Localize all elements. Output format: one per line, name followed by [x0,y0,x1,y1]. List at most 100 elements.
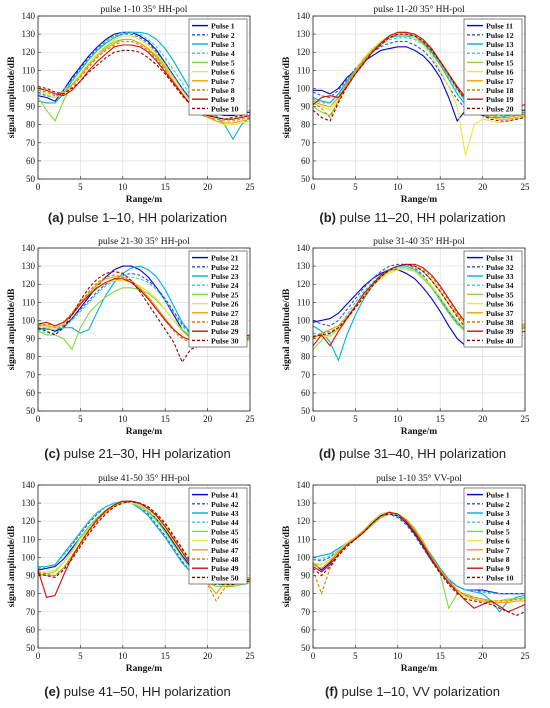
legend-label: Pulse 11 [486,22,513,31]
caption-letter: (b) [319,210,336,225]
y-tick-label: 100 [297,315,311,325]
y-tick-label: 50 [301,643,311,653]
caption-text: pulse 31–40, HH polarization [335,446,507,461]
y-tick-label: 100 [22,83,36,93]
x-axis-label: Range/m [126,427,163,437]
y-tick-label: 80 [301,352,311,362]
legend-label: Pulse 26 [211,300,239,309]
y-tick-label: 70 [26,138,36,148]
y-tick-label: 90 [26,334,36,344]
x-tick-label: 5 [353,414,358,424]
chart-title: pulse 1-10 35° HH-pol [101,4,188,15]
x-tick-label: 5 [78,414,83,424]
legend-label: Pulse 45 [211,527,239,536]
y-tick-label: 90 [301,571,311,581]
plot-frame [312,15,526,180]
legend-label: Pulse 4 [211,49,235,58]
legend-label: Pulse 9 [211,95,235,104]
y-tick-label: 110 [22,534,36,544]
x-tick-label: 15 [161,414,171,424]
chart-title: pulse 1-10 35° VV-pol [376,473,462,484]
x-tick-label: 20 [478,182,488,192]
y-axis-label: signal amplitude/dB [7,288,17,370]
y-tick-label: 100 [297,83,311,93]
y-tick-label: 100 [22,315,36,325]
legend-label: Pulse 3 [211,40,235,49]
y-tick-label: 70 [301,607,311,617]
legend-label: Pulse 38 [486,318,514,327]
x-tick-label: 25 [246,651,256,661]
series-line-10 [312,513,526,616]
legend-label: Pulse 35 [486,290,514,299]
legend-label: Pulse 46 [211,537,239,546]
x-tick-label: 0 [36,414,41,424]
legend-label: Pulse 42 [211,500,239,509]
x-tick-label: 10 [118,651,128,661]
chart-title: pulse 21-30 35° HH-pol [98,236,190,247]
caption-text: pulse 21–30, HH polarization [60,446,231,461]
legend-label: Pulse 2 [486,500,510,509]
x-tick-label: 20 [478,651,488,661]
y-tick-label: 130 [297,498,311,508]
legend-label: Pulse 29 [211,327,239,336]
x-tick-label: 10 [393,651,403,661]
y-tick-label: 120 [22,279,36,289]
legend-label: Pulse 43 [211,509,239,518]
y-tick-label: 70 [301,370,311,380]
y-tick-label: 140 [22,243,36,253]
panel-caption: (e) pulse 41–50, HH polarization [0,684,275,699]
y-tick-label: 140 [22,480,36,490]
plot-frame [37,247,251,412]
legend-label: Pulse 2 [211,31,235,40]
x-tick-label: 15 [161,182,171,192]
legend-label: Pulse 5 [486,527,510,536]
y-tick-label: 70 [301,138,311,148]
x-tick-label: 20 [203,651,213,661]
y-axis-label: signal amplitude/dB [282,56,292,138]
x-tick-label: 25 [521,651,531,661]
legend-label: Pulse 33 [486,272,514,281]
x-tick-label: 0 [311,651,316,661]
series-line-10 [37,270,251,364]
legend-label: Pulse 12 [486,31,514,40]
series-line-7 [37,38,251,124]
panel-caption: (c) pulse 21–30, HH polarization [0,446,275,461]
y-tick-label: 130 [22,498,36,508]
legend-label: Pulse 18 [486,86,514,95]
caption-text: pulse 1–10, VV polarization [338,684,500,699]
y-tick-label: 80 [301,589,311,599]
x-tick-label: 25 [521,182,531,192]
caption-text: pulse 1–10, HH polarization [63,210,228,225]
x-tick-label: 25 [246,182,256,192]
x-tick-label: 20 [203,414,213,424]
x-axis-label: Range/m [126,664,163,674]
y-tick-label: 90 [26,102,36,112]
y-tick-label: 120 [22,47,36,57]
legend-label: Pulse 6 [486,537,510,546]
legend-label: Pulse 19 [486,95,514,104]
y-tick-label: 60 [301,625,311,635]
series-line-9 [312,511,526,613]
legend-label: Pulse 47 [211,546,239,555]
series-line-10 [312,33,526,122]
y-tick-label: 110 [297,534,311,544]
y-tick-label: 60 [26,625,36,635]
y-tick-label: 50 [26,406,36,416]
y-tick-label: 90 [26,571,36,581]
x-tick-label: 20 [203,182,213,192]
legend-label: Pulse 44 [211,518,239,527]
y-tick-label: 140 [297,480,311,490]
panel-caption: (a) pulse 1–10, HH polarization [0,210,275,225]
x-tick-label: 20 [478,414,488,424]
y-tick-label: 90 [301,334,311,344]
panel-caption: (d) pulse 31–40, HH polarization [275,446,550,461]
series-line-2 [37,33,250,117]
plot-frame [312,247,526,412]
caption-text: pulse 41–50, HH polarization [60,684,231,699]
series-line-5 [37,502,251,587]
x-tick-label: 5 [78,651,83,661]
